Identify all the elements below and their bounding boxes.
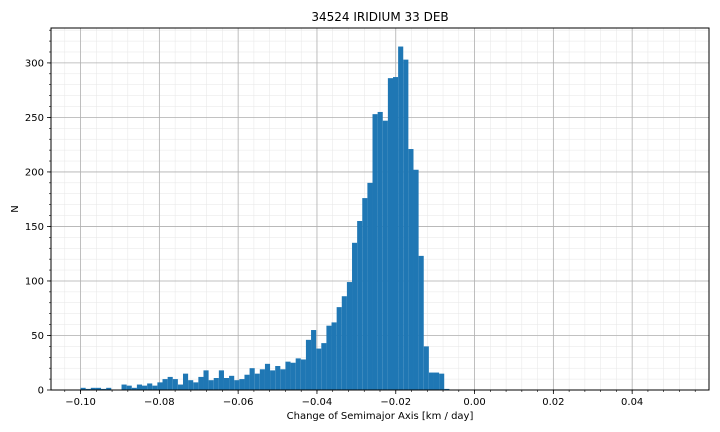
- histogram-bar: [413, 169, 419, 390]
- histogram-bar: [285, 361, 291, 390]
- histogram-bar: [203, 370, 209, 390]
- x-tick-label: 0.04: [621, 397, 643, 408]
- histogram-bar: [372, 114, 378, 391]
- histogram-bar: [382, 120, 388, 390]
- histogram-bar: [264, 363, 271, 390]
- histogram-bar: [208, 380, 214, 390]
- histogram-bar: [346, 282, 353, 390]
- histogram-bar: [182, 373, 189, 390]
- histogram-bar: [418, 255, 424, 390]
- histogram-bar: [172, 379, 178, 390]
- histogram-bar: [295, 358, 301, 390]
- histogram-bar: [398, 46, 404, 391]
- histogram-bar: [198, 376, 204, 390]
- histogram-bar: [439, 373, 445, 390]
- histogram-bar: [95, 387, 102, 390]
- x-axis-ticks: −0.10 −0.08 −0.06 −0.04 −0.02 0.00 0.02 0.04: [64, 390, 696, 408]
- histogram-bar: [377, 111, 383, 391]
- histogram-bar: [336, 307, 342, 390]
- x-tick-label: 0.02: [542, 397, 564, 408]
- x-axis-label: Change of Semimajor Axis [km / day]: [287, 411, 474, 422]
- histogram-bar: [167, 376, 173, 390]
- x-tick-label: −0.06: [223, 397, 254, 408]
- histogram-bar: [311, 330, 317, 390]
- histogram-bar: [393, 77, 399, 391]
- histogram-bar: [423, 346, 429, 390]
- histogram-bar: [249, 368, 255, 390]
- y-tick-label: 100: [25, 276, 44, 287]
- histogram-bar: [101, 388, 107, 390]
- histogram-bar: [290, 362, 296, 390]
- histogram-bar: [234, 380, 240, 390]
- histogram-bar: [193, 382, 199, 390]
- histogram-bar: [229, 375, 235, 390]
- histogram-bar: [147, 383, 153, 390]
- histogram-bar: [142, 385, 148, 390]
- histogram-bar: [136, 384, 143, 390]
- histogram-bar: [106, 387, 112, 390]
- histogram-bar: [352, 242, 358, 390]
- histogram-bars: [80, 46, 450, 391]
- x-tick-label: −0.08: [144, 397, 175, 408]
- y-axis-label: N: [10, 205, 21, 212]
- histogram-bar: [80, 387, 86, 390]
- x-tick-label: −0.02: [380, 397, 411, 408]
- histogram-bar: [121, 384, 127, 390]
- y-tick-label: 200: [25, 167, 44, 178]
- x-tick-label: 0.00: [463, 397, 485, 408]
- histogram-bar: [213, 378, 219, 390]
- histogram-bar: [433, 372, 440, 390]
- histogram-bar: [305, 339, 312, 390]
- histogram-bar: [341, 296, 347, 390]
- histogram-bar: [367, 182, 373, 390]
- y-tick-label: 50: [31, 331, 44, 342]
- histogram-bar: [300, 359, 306, 390]
- histogram-bar: [223, 378, 230, 390]
- histogram-bar: [326, 325, 332, 390]
- histogram-bar: [362, 198, 368, 390]
- histogram-bar: [188, 380, 194, 390]
- y-tick-label: 0: [38, 386, 44, 397]
- histogram-bar: [331, 322, 337, 390]
- histogram-bar: [280, 369, 286, 390]
- y-tick-label: 150: [25, 222, 44, 233]
- histogram-bar: [428, 372, 434, 390]
- x-tick-label: −0.04: [302, 397, 333, 408]
- histogram-bar: [357, 220, 363, 390]
- histogram-bar: [177, 384, 183, 390]
- histogram-bar: [408, 149, 414, 390]
- chart-title: 34524 IRIDIUM 33 DEB: [311, 10, 448, 24]
- histogram-bar: [218, 370, 224, 390]
- histogram-bar: [126, 385, 132, 390]
- histogram-bar: [270, 370, 276, 390]
- x-tick-label: −0.10: [65, 397, 96, 408]
- y-tick-label: 250: [25, 113, 44, 124]
- histogram-bar: [403, 59, 409, 390]
- histogram-bar: [90, 387, 96, 390]
- histogram-bar: [387, 78, 394, 391]
- y-axis-ticks: 0 50 100 150 200 250 300: [25, 29, 51, 397]
- histogram-bar: [254, 373, 260, 390]
- y-tick-label: 300: [25, 58, 44, 69]
- histogram-bar: [162, 379, 168, 390]
- histogram-bar: [157, 382, 163, 390]
- histogram-bar: [131, 387, 137, 390]
- histogram-bar: [444, 388, 450, 390]
- histogram-bar: [316, 348, 322, 390]
- histogram-bar: [275, 366, 281, 390]
- histogram-bar: [259, 369, 265, 390]
- histogram-bar: [244, 374, 250, 390]
- histogram-bar: [85, 388, 91, 390]
- histogram-bar: [321, 343, 327, 390]
- histogram-bar: [239, 379, 245, 390]
- histogram-bar: [152, 385, 158, 390]
